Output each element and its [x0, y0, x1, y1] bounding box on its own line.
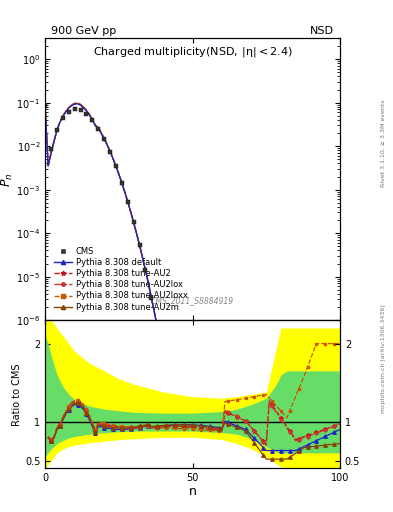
- Text: Rivet 3.1.10, ≥ 3.3M events: Rivet 3.1.10, ≥ 3.3M events: [381, 99, 386, 187]
- Text: 900 GeV pp: 900 GeV pp: [51, 26, 116, 35]
- Y-axis label: $P_n$: $P_n$: [0, 172, 15, 186]
- Text: Charged multiplicity$\mathsf{(NSD,\,|\eta| < 2.4)}$: Charged multiplicity$\mathsf{(NSD,\,|\et…: [93, 46, 292, 59]
- Text: CMS_2011_S8884919: CMS_2011_S8884919: [151, 295, 234, 305]
- X-axis label: n: n: [189, 485, 196, 498]
- Text: NSD: NSD: [310, 26, 334, 35]
- Text: mcplots.cern.ch [arXiv:1306.3436]: mcplots.cern.ch [arXiv:1306.3436]: [381, 304, 386, 413]
- Legend: CMS, Pythia 8.308 default, Pythia 8.308 tune-AU2, Pythia 8.308 tune-AU2lox, Pyth: CMS, Pythia 8.308 default, Pythia 8.308 …: [51, 244, 191, 315]
- Y-axis label: Ratio to CMS: Ratio to CMS: [12, 363, 22, 425]
